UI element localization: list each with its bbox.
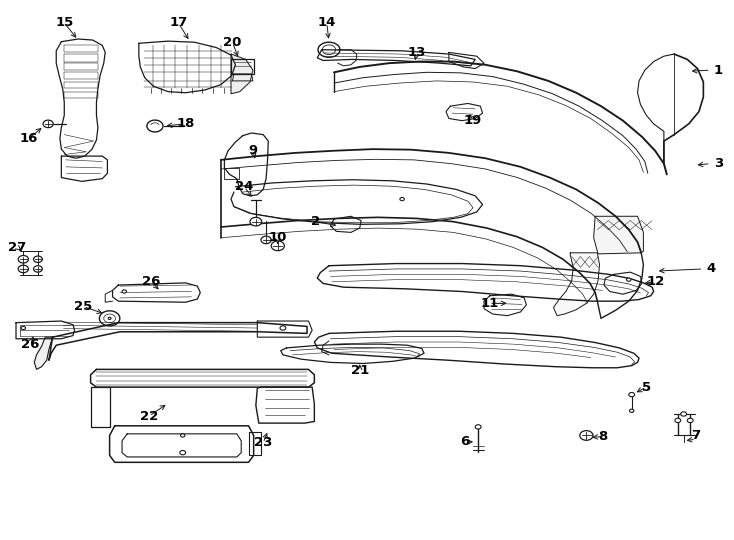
Text: 21: 21 xyxy=(351,364,368,377)
Circle shape xyxy=(280,326,286,330)
Polygon shape xyxy=(90,369,314,387)
Polygon shape xyxy=(65,54,98,62)
Polygon shape xyxy=(484,294,526,316)
Text: 2: 2 xyxy=(311,215,320,228)
Polygon shape xyxy=(280,344,424,363)
Polygon shape xyxy=(16,321,75,339)
Circle shape xyxy=(475,425,481,429)
Polygon shape xyxy=(256,387,314,423)
Polygon shape xyxy=(62,156,107,181)
Text: 17: 17 xyxy=(170,16,187,29)
Polygon shape xyxy=(139,41,236,93)
Text: 10: 10 xyxy=(269,231,287,244)
Polygon shape xyxy=(314,331,639,368)
Polygon shape xyxy=(65,45,98,52)
Text: 8: 8 xyxy=(597,430,607,443)
Polygon shape xyxy=(34,337,53,369)
Polygon shape xyxy=(330,217,361,232)
Circle shape xyxy=(629,393,635,397)
Polygon shape xyxy=(225,133,269,196)
Text: 15: 15 xyxy=(55,16,73,29)
Circle shape xyxy=(108,318,111,320)
Circle shape xyxy=(34,256,43,262)
Circle shape xyxy=(34,266,43,272)
Polygon shape xyxy=(122,434,241,457)
Circle shape xyxy=(400,198,404,201)
Text: 5: 5 xyxy=(642,381,651,394)
Polygon shape xyxy=(258,321,312,337)
Text: 16: 16 xyxy=(20,132,38,145)
Circle shape xyxy=(43,120,54,127)
Polygon shape xyxy=(65,82,98,89)
Circle shape xyxy=(675,418,680,423)
Text: 12: 12 xyxy=(647,275,665,288)
Text: 27: 27 xyxy=(8,241,26,254)
Circle shape xyxy=(261,236,271,244)
Polygon shape xyxy=(446,104,482,120)
Circle shape xyxy=(271,241,284,251)
Polygon shape xyxy=(231,54,253,94)
Text: 24: 24 xyxy=(235,180,253,193)
Polygon shape xyxy=(112,283,200,302)
Circle shape xyxy=(250,218,262,226)
Polygon shape xyxy=(249,432,261,455)
Text: 13: 13 xyxy=(407,46,426,59)
Text: 4: 4 xyxy=(706,262,716,275)
Text: 7: 7 xyxy=(691,429,701,442)
Text: 6: 6 xyxy=(460,435,470,448)
Polygon shape xyxy=(233,74,253,81)
Text: 19: 19 xyxy=(464,114,482,127)
Circle shape xyxy=(181,434,185,437)
Text: 20: 20 xyxy=(223,36,241,49)
Circle shape xyxy=(180,450,186,455)
Polygon shape xyxy=(225,168,239,179)
Polygon shape xyxy=(49,322,307,360)
Text: 11: 11 xyxy=(481,297,499,310)
Text: 26: 26 xyxy=(142,275,161,288)
Polygon shape xyxy=(231,59,255,74)
Circle shape xyxy=(627,278,631,281)
Polygon shape xyxy=(594,217,644,254)
Polygon shape xyxy=(317,50,475,66)
Text: 3: 3 xyxy=(713,157,723,170)
Text: 26: 26 xyxy=(21,338,40,350)
Polygon shape xyxy=(65,92,98,98)
Text: 22: 22 xyxy=(140,410,159,423)
Circle shape xyxy=(580,430,593,440)
Text: 1: 1 xyxy=(713,64,723,77)
Circle shape xyxy=(680,412,686,416)
Polygon shape xyxy=(317,264,654,301)
Circle shape xyxy=(630,409,634,413)
Text: 23: 23 xyxy=(254,436,272,449)
Text: 14: 14 xyxy=(318,16,336,29)
Polygon shape xyxy=(90,387,109,427)
Circle shape xyxy=(18,255,29,263)
Text: 18: 18 xyxy=(176,117,195,130)
Text: 9: 9 xyxy=(248,144,258,157)
Circle shape xyxy=(21,326,26,329)
Polygon shape xyxy=(553,253,600,316)
Polygon shape xyxy=(65,72,98,79)
Polygon shape xyxy=(449,52,484,69)
Circle shape xyxy=(687,418,693,423)
Text: 25: 25 xyxy=(74,300,92,313)
Circle shape xyxy=(18,265,29,273)
Polygon shape xyxy=(57,39,105,158)
Polygon shape xyxy=(65,63,98,70)
Polygon shape xyxy=(604,272,642,294)
Circle shape xyxy=(122,290,126,293)
Polygon shape xyxy=(109,426,254,462)
